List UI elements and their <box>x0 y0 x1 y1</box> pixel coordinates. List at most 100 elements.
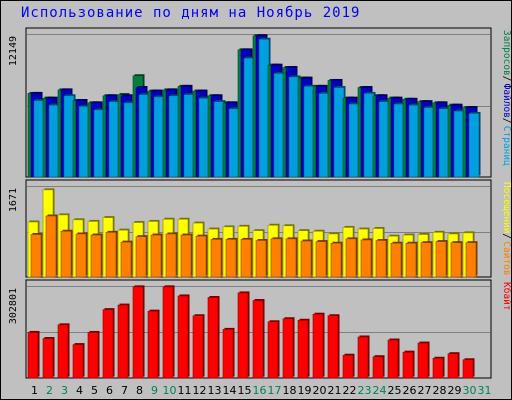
bar-middle-Сайтов-15 <box>240 239 252 278</box>
bar-top-Страниц-21 <box>333 87 345 178</box>
bar-middle-Сайтов-6 <box>105 232 117 278</box>
bar-middle-Сайтов-9 <box>150 234 162 278</box>
bar-middle-Сайтов-30 <box>465 242 477 278</box>
bar-middle-Сайтов-25 <box>390 242 402 278</box>
bar-top-Страниц-25 <box>393 103 405 178</box>
bar-bottom-Кбайт-22 <box>342 354 354 379</box>
chart-title: Использование по дням на Ноябрь 2019 <box>21 5 361 21</box>
bar-middle-Сайтов-7 <box>120 241 132 278</box>
legend-top-separator: / <box>501 76 511 82</box>
bar-middle-Сайтов-17 <box>270 238 282 278</box>
x-tick-label-20: 20 <box>313 384 327 397</box>
legend-middle-separator: / <box>501 233 511 239</box>
bar-top-Страниц-9 <box>153 96 165 178</box>
panel-bottom-ymax-label: 302801 <box>8 288 19 324</box>
bar-middle-Сайтов-10 <box>165 233 177 278</box>
x-tick-label-23: 23 <box>358 384 372 397</box>
x-tick-label-28: 28 <box>433 384 447 397</box>
x-tick-label-10: 10 <box>163 384 177 397</box>
x-tick-label-3: 3 <box>61 384 68 397</box>
bar-middle-Сайтов-29 <box>450 242 462 278</box>
x-tick-label-18: 18 <box>283 384 297 397</box>
legend-top-0: Запросов <box>501 30 511 76</box>
bar-middle-Сайтов-13 <box>210 239 222 278</box>
bar-top-Страниц-2 <box>48 104 60 178</box>
bar-middle-Сайтов-26 <box>405 242 417 278</box>
bar-top-Страниц-18 <box>288 76 300 178</box>
bar-top-Страниц-14 <box>228 108 240 178</box>
legend-top-separator: / <box>501 118 511 124</box>
bar-bottom-Кбайт-29 <box>447 353 459 379</box>
bar-top-Страниц-26 <box>408 104 420 178</box>
x-tick-label-7: 7 <box>121 384 128 397</box>
bar-bottom-Кбайт-30 <box>462 359 474 379</box>
bar-middle-Сайтов-8 <box>135 236 147 278</box>
x-tick-label-6: 6 <box>106 384 113 397</box>
bar-top-Страниц-19 <box>303 86 315 178</box>
bar-top-Страниц-11 <box>183 94 195 178</box>
x-tick-label-31: 31 <box>478 384 492 397</box>
x-tick-label-29: 29 <box>448 384 462 397</box>
bar-bottom-Кбайт-23 <box>357 336 369 379</box>
bar-top-Страниц-16 <box>258 38 270 178</box>
bar-middle-Сайтов-16 <box>255 240 267 278</box>
x-tick-label-22: 22 <box>343 384 357 397</box>
bar-middle-Сайтов-24 <box>375 240 387 278</box>
bar-top-Страниц-27 <box>423 107 435 178</box>
bar-middle-Сайтов-5 <box>90 234 102 278</box>
x-tick-label-1: 1 <box>31 384 38 397</box>
legend-top-2: Страниц <box>501 126 511 166</box>
bar-bottom-Кбайт-17 <box>267 321 279 379</box>
bar-bottom-Кбайт-8 <box>132 286 144 379</box>
bar-top-Страниц-3 <box>63 95 75 178</box>
x-tick-label-14: 14 <box>223 384 237 397</box>
bar-bottom-Кбайт-3 <box>57 324 69 379</box>
bar-bottom-Кбайт-5 <box>87 332 99 379</box>
bar-top-Страниц-17 <box>273 73 285 178</box>
bar-middle-Сайтов-20 <box>315 241 327 278</box>
bar-top-Страниц-20 <box>318 93 330 178</box>
bar-bottom-Кбайт-4 <box>72 344 84 379</box>
bar-middle-Сайтов-22 <box>345 238 357 278</box>
bar-middle-Сайтов-18 <box>285 238 297 278</box>
x-tick-label-30: 30 <box>463 384 477 397</box>
x-tick-label-9: 9 <box>151 384 158 397</box>
x-tick-label-25: 25 <box>388 384 402 397</box>
bar-bottom-Кбайт-24 <box>372 356 384 379</box>
bar-bottom-Кбайт-9 <box>147 310 159 379</box>
bar-bottom-Кбайт-18 <box>282 318 294 379</box>
bar-bottom-Кбайт-27 <box>417 342 429 379</box>
legend-middle-0: Посещений <box>501 182 511 233</box>
bar-middle-Сайтов-3 <box>60 230 72 278</box>
x-tick-label-11: 11 <box>178 384 192 397</box>
bar-top-Страниц-22 <box>348 103 360 178</box>
x-tick-label-19: 19 <box>298 384 312 397</box>
x-tick-label-21: 21 <box>328 384 342 397</box>
x-tick-label-27: 27 <box>418 384 432 397</box>
bar-top-Страниц-5 <box>93 109 105 178</box>
x-tick-label-5: 5 <box>91 384 98 397</box>
bar-bottom-Кбайт-1 <box>27 332 39 379</box>
bar-bottom-Кбайт-26 <box>402 351 414 379</box>
bar-top-Страниц-24 <box>378 101 390 178</box>
bar-top-Страниц-12 <box>198 97 210 178</box>
bar-top-Страниц-30 <box>468 113 480 178</box>
bar-bottom-Кбайт-6 <box>102 309 114 379</box>
bar-middle-Сайтов-4 <box>75 233 87 278</box>
bar-middle-Сайтов-28 <box>435 241 447 278</box>
bar-bottom-Кбайт-16 <box>252 300 264 379</box>
x-tick-label-8: 8 <box>136 384 143 397</box>
bar-middle-Сайтов-14 <box>225 239 237 278</box>
bar-bottom-Кбайт-2 <box>42 338 54 379</box>
x-tick-label-24: 24 <box>373 384 387 397</box>
bar-bottom-Кбайт-28 <box>432 357 444 379</box>
legend-top-1: Файлов <box>501 84 511 118</box>
bar-bottom-Кбайт-11 <box>177 295 189 379</box>
bar-top-Страниц-1 <box>33 100 45 178</box>
bar-middle-Сайтов-11 <box>180 234 192 278</box>
bar-top-Страниц-7 <box>123 102 135 178</box>
legend-bottom-0: Кбайт <box>501 282 511 311</box>
x-tick-label-26: 26 <box>403 384 417 397</box>
bar-top-Страниц-10 <box>168 95 180 178</box>
